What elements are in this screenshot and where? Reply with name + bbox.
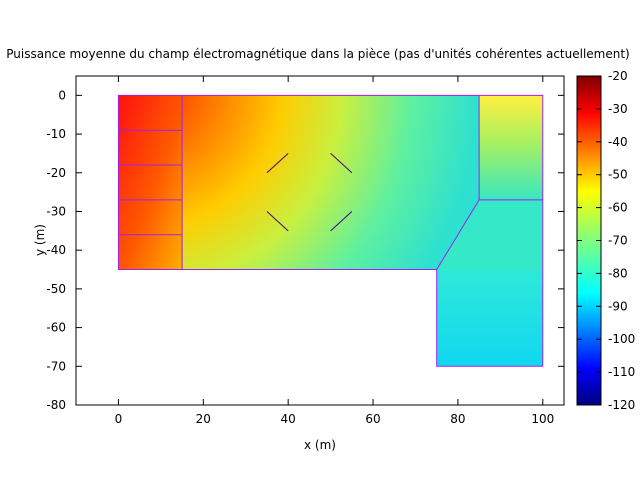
colorbar-tick-label: -50: [608, 168, 628, 182]
x-tick-label: 40: [281, 412, 296, 426]
x-tick-label: 20: [196, 412, 211, 426]
y-axis-label: y (m): [33, 224, 47, 256]
room-walls: [117, 94, 544, 367]
x-tick-label: 60: [365, 412, 380, 426]
colorbar-tick-label: -70: [608, 234, 628, 248]
obstacle-2: [266, 211, 289, 232]
x-axis-ticks: 0 20 40 60 80 100: [115, 76, 554, 426]
colorbar-tick-label: -110: [608, 365, 635, 379]
field-annex: [436, 269, 543, 367]
obstacle-0: [266, 153, 289, 174]
colorbar-tick-label: -90: [608, 299, 628, 313]
room-outline: [117, 94, 544, 367]
colorbar-ticks: -20 -30 -40 -50 -60 -70 -80 -90 -100 -110 -120: [577, 69, 635, 412]
y-tick-label: -20: [46, 166, 66, 180]
x-tick-label: 0: [115, 412, 123, 426]
obstacle-1: [330, 153, 353, 174]
y-tick-label: -80: [46, 398, 66, 412]
colorbar-tick-label: -30: [608, 102, 628, 116]
colorbar-tick-label: -120: [608, 398, 635, 412]
colorbar-tick-label: -40: [608, 135, 628, 149]
colorbar-tick-label: -60: [608, 201, 628, 215]
obstacle-3: [330, 211, 353, 232]
y-tick-label: -10: [46, 127, 66, 141]
colorbar-tick-label: -20: [608, 69, 628, 83]
y-tick-label: 0: [58, 88, 66, 102]
y-tick-label: -50: [46, 282, 66, 296]
x-tick-label: 100: [531, 412, 554, 426]
y-tick-label: -60: [46, 321, 66, 335]
x-tick-label: 80: [450, 412, 465, 426]
field-right-room: [479, 95, 543, 200]
colorbar-tick-label: -80: [608, 266, 628, 280]
wall-7: [436, 199, 480, 270]
colorbar-tick-label: -100: [608, 332, 635, 346]
obstacles: [266, 153, 353, 232]
y-axis-ticks: 0 -10 -20 -30 -40 -50 -60 -70 -80: [46, 88, 564, 412]
y-tick-label: -30: [46, 204, 66, 218]
y-tick-label: -40: [46, 243, 66, 257]
y-tick-label: -70: [46, 359, 66, 373]
chart-title: Puissance moyenne du champ électromagnét…: [6, 47, 630, 61]
x-axis-label: x (m): [304, 438, 336, 452]
field-annex-upper: [436, 199, 543, 270]
field-left-rooms: [118, 95, 183, 270]
